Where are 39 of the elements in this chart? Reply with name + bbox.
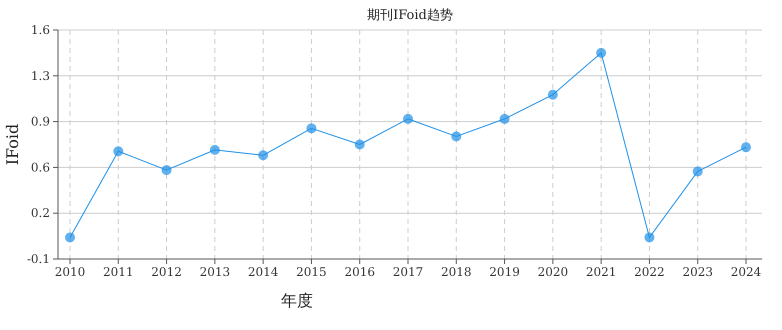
x-tick-label: 2019 — [489, 265, 520, 279]
point — [162, 165, 172, 176]
y-tick-label: 0.6 — [30, 160, 50, 174]
point — [113, 146, 124, 156]
x-tick-label: 2021 — [586, 265, 616, 279]
x-tick-label: 2018 — [441, 265, 472, 279]
point — [403, 114, 413, 124]
y-tick-label: 1.6 — [30, 23, 50, 37]
point — [644, 232, 654, 242]
x-tick-label: 2017 — [392, 265, 424, 279]
point — [258, 150, 268, 160]
point — [548, 90, 558, 100]
point — [65, 232, 75, 242]
y-tick-label: 1.3 — [30, 68, 50, 83]
x-tick-label: 2014 — [248, 265, 279, 279]
x-tick-label: 2012 — [151, 265, 182, 279]
x-tick-label: 2016 — [344, 265, 375, 279]
point — [306, 123, 316, 134]
x-tick-label: 2020 — [538, 265, 568, 279]
x-tick-label: 2013 — [200, 265, 230, 279]
point — [596, 48, 606, 58]
y-tick-label: -0.1 — [26, 252, 50, 266]
point — [692, 166, 703, 176]
y-tick-label: 0.2 — [30, 206, 50, 220]
point — [500, 114, 510, 124]
y-tick-label: 0.9 — [30, 114, 50, 129]
point — [741, 142, 751, 152]
x-tick-label: 2024 — [730, 265, 762, 279]
x-tick-label: 2022 — [634, 265, 665, 279]
point — [210, 144, 220, 155]
x-axis-title: 年度 — [281, 291, 313, 310]
x-tick-label: 2011 — [103, 265, 134, 279]
point — [354, 140, 365, 150]
x-tick-label: 2023 — [682, 265, 713, 279]
y-axis-title: IFoid — [3, 124, 22, 166]
x-tick-label: 2010 — [54, 265, 86, 279]
x-tick-label: 2015 — [296, 265, 327, 279]
point — [451, 131, 462, 142]
chart-title: 期刊IFoid趋势 — [367, 8, 453, 23]
